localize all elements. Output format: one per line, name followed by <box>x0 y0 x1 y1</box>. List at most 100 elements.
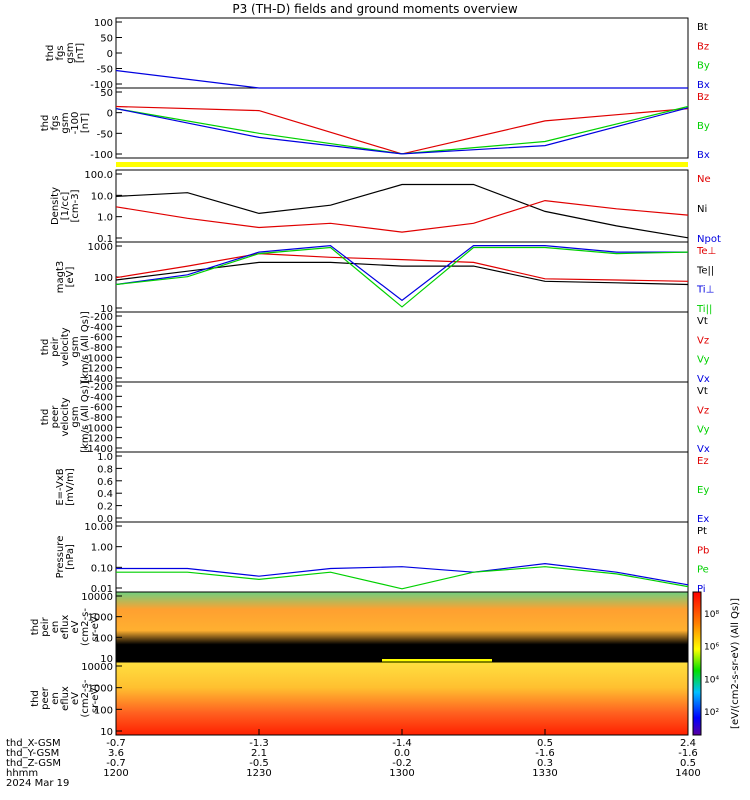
y-label-line: [mV/m] <box>65 468 76 506</box>
x-tick-label: 1300 <box>389 768 414 779</box>
y-label-line: [eV] <box>65 267 76 288</box>
legend-Vt: Vt <box>697 316 708 327</box>
legend-Bz: Bz <box>697 92 709 103</box>
panel-temp: 1000 100 10 magt3 [eV] Te⊥ Te|| Ti⊥ Ti|| <box>55 241 716 315</box>
y-tick-label: 1.0 <box>97 213 113 224</box>
y-tick-label: 100 <box>94 273 113 284</box>
y-label-line: gsm <box>60 112 71 133</box>
legend-Vx: Vx <box>697 374 710 385</box>
y-axis-label: Pressure [nPa] <box>55 536 76 579</box>
x-tick-label: -0.7 <box>106 738 126 749</box>
y-tick-label: -200 <box>90 382 113 393</box>
x-tick-label: 0.3 <box>537 758 553 769</box>
y-tick-label: 10.00 <box>84 522 113 533</box>
legend-Pt: Pt <box>697 526 707 537</box>
y-tick-label: 10000 <box>81 662 113 673</box>
legend-Ne: Ne <box>697 174 711 185</box>
y-label-line: velocity <box>60 397 71 436</box>
colorbar-tick: 10⁸ <box>704 610 719 620</box>
y-tick-label: 0.1 <box>97 234 113 245</box>
y-label-line: magt3 <box>55 261 66 294</box>
series-Ni <box>115 183 689 239</box>
series-Ti|| <box>115 246 689 308</box>
y-axis-label: thd peer velocity gsm [km/s (All Qs)] <box>40 381 91 453</box>
legend-Bz: Bz <box>697 41 709 52</box>
y-label-line: eV <box>70 620 81 633</box>
x-tick-label: 2.4 <box>680 738 696 749</box>
y-tick-label: 50 <box>100 34 113 45</box>
x-row-label: hhmm <box>6 768 38 779</box>
y-tick-label: 100 <box>94 633 113 644</box>
x-tick-label: 3.6 <box>108 748 124 759</box>
series-Bx <box>115 107 689 155</box>
y-tick-label: 1.0 <box>97 452 113 463</box>
y-tick-label: -1000 <box>84 353 113 364</box>
y-axis-label: magt3 [eV] <box>55 261 76 294</box>
y-tick-label: -200 <box>90 312 113 323</box>
date-label: 2024 Mar 19 <box>6 778 69 789</box>
y-label-line: E=-VxB <box>55 468 66 505</box>
y-tick-label: -1400 <box>84 374 113 385</box>
legend-Pe: Pe <box>697 565 709 576</box>
y-tick-label: 1000 <box>88 684 113 695</box>
y-tick-label: 0.10 <box>91 563 113 574</box>
panel-efield: 1.00.8 0.60.4 0.20.0 E=-VxB [mV/m] Ez Ey Ex <box>55 451 709 525</box>
legend-Npot: Npot <box>697 234 721 245</box>
x-tick-label: -1.6 <box>535 748 555 759</box>
x-tick-label: 0.0 <box>394 748 410 759</box>
y-tick-label: 50 <box>100 88 113 99</box>
legend-Vy: Vy <box>697 355 710 366</box>
y-axis-label: E=-VxB [mV/m] <box>55 468 76 506</box>
y-axis-label: thd peir en eflux eV (cm2-s-sr-eV) <box>30 608 101 646</box>
legend-Vt: Vt <box>697 386 708 397</box>
y-tick-label: 0.8 <box>97 464 113 475</box>
colorbar-tick: 10⁶ <box>704 643 719 653</box>
x-tick-label: -1.6 <box>678 748 698 759</box>
panel-frame <box>115 17 689 89</box>
y-tick-label: -600 <box>90 333 113 344</box>
y-label-line: fgs <box>55 45 66 60</box>
y-tick-label: -50 <box>97 129 113 140</box>
y-tick-label: 10 <box>100 727 113 738</box>
y-tick-label: -100 <box>90 80 113 91</box>
legend-Bt: Bt <box>697 22 708 33</box>
panel-frame <box>115 311 689 383</box>
y-label-line: sr-eV) <box>90 684 101 713</box>
electron-spectrogram <box>116 662 688 735</box>
y-label-line: peir <box>50 336 61 356</box>
y-axis-label: thd peer en eflux eV (cm2-s-sr-eV) <box>30 679 101 717</box>
x-tick-label: -1.3 <box>249 738 269 749</box>
series-Ti⊥ <box>115 244 688 302</box>
y-tick-label: -600 <box>90 403 113 414</box>
y-label-line: thd <box>45 45 56 62</box>
y-label-line: [cm-3] <box>70 189 81 222</box>
y-tick-label: -400 <box>90 392 113 403</box>
y-label-line: (cm2-s- <box>80 679 91 717</box>
y-label-line: Density <box>50 187 61 225</box>
x-tick-label: 2.1 <box>251 748 267 759</box>
y-tick-label: 1000 <box>88 613 113 624</box>
y-label-line: [nT] <box>80 113 91 133</box>
legend-Vz: Vz <box>697 335 709 346</box>
y-axis-label: thd fgs gsm [nT] <box>45 42 86 63</box>
x-row-label: thd_Z-GSM <box>6 758 61 769</box>
x-row-label: thd_X-GSM <box>6 738 61 749</box>
y-tick-label: -1000 <box>84 423 113 434</box>
y-label-line: [nT] <box>75 43 86 63</box>
yellow-marker-bar <box>382 659 492 663</box>
x-tick-label: 1330 <box>532 768 557 779</box>
y-axis-label: thd fgs gsm -100 [nT] <box>40 112 91 135</box>
y-tick-label: 0.2 <box>97 502 113 513</box>
y-tick-label: 100 <box>94 18 113 29</box>
y-label-line: eflux <box>60 686 71 711</box>
x-tick-label: 1200 <box>103 768 128 779</box>
y-label-line: thd <box>40 339 51 356</box>
y-label-line: [1/cc] <box>60 192 71 221</box>
legend-Bx: Bx <box>697 150 710 161</box>
y-label-line: en <box>50 621 61 634</box>
legend-By: By <box>697 61 710 72</box>
plot-title: P3 (TH-D) fields and ground moments over… <box>232 2 518 16</box>
panel-frame <box>115 451 689 523</box>
